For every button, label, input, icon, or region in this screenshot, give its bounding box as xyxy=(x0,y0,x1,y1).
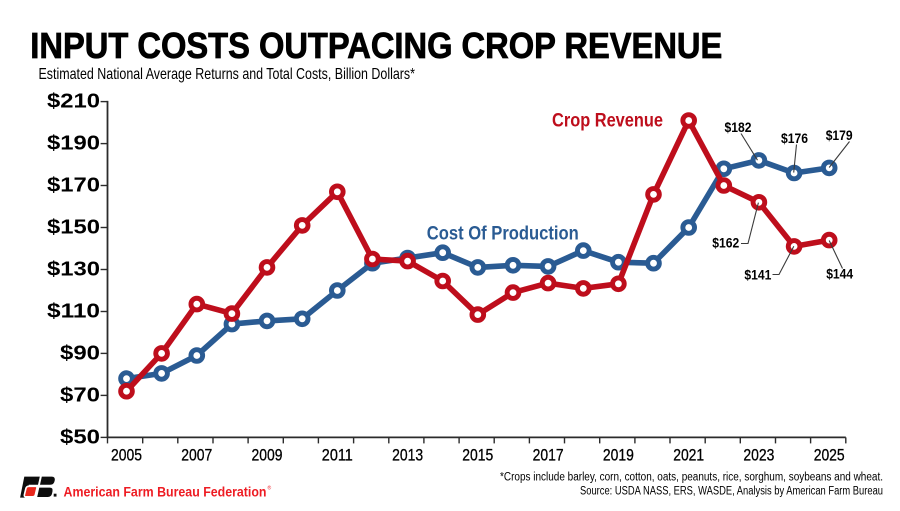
svg-text:Source: USDA NASS, ERS, WASDE,: Source: USDA NASS, ERS, WASDE, Analysis … xyxy=(580,486,883,498)
svg-text:2007: 2007 xyxy=(181,446,212,465)
svg-text:2005: 2005 xyxy=(111,446,142,465)
svg-text:$144: $144 xyxy=(826,266,853,281)
svg-text:2021: 2021 xyxy=(673,446,704,465)
svg-text:$70: $70 xyxy=(60,384,100,406)
svg-text:2017: 2017 xyxy=(533,446,564,465)
svg-text:INPUT COSTS OUTPACING CROP REV: INPUT COSTS OUTPACING CROP REVENUE xyxy=(30,25,722,66)
svg-text:$176: $176 xyxy=(781,131,808,146)
svg-text:$150: $150 xyxy=(47,216,100,238)
svg-text:Cost Of Production: Cost Of Production xyxy=(427,223,579,245)
svg-text:Estimated National Average Ret: Estimated National Average Returns and T… xyxy=(39,66,416,83)
svg-text:$162: $162 xyxy=(712,235,739,250)
svg-text:2023: 2023 xyxy=(743,446,774,465)
svg-text:2009: 2009 xyxy=(252,446,283,465)
svg-text:2015: 2015 xyxy=(462,446,493,465)
svg-text:2019: 2019 xyxy=(603,446,634,465)
svg-text:$210: $210 xyxy=(47,91,100,113)
svg-text:$170: $170 xyxy=(47,174,100,196)
svg-text:*Crops include barley, corn, c: *Crops include barley, corn, cotton, oat… xyxy=(500,472,883,484)
svg-text:2011: 2011 xyxy=(322,446,353,465)
svg-text:$130: $130 xyxy=(47,258,100,280)
svg-text:$182: $182 xyxy=(725,120,752,135)
svg-text:2025: 2025 xyxy=(814,446,845,465)
svg-text:$110: $110 xyxy=(47,300,100,322)
svg-text:$190: $190 xyxy=(47,133,100,155)
svg-text:$179: $179 xyxy=(826,128,853,143)
svg-text:®: ® xyxy=(268,485,272,492)
svg-text:Crop Revenue: Crop Revenue xyxy=(552,110,663,132)
svg-text:$141: $141 xyxy=(744,267,771,282)
svg-text:$50: $50 xyxy=(60,426,100,448)
svg-text:$90: $90 xyxy=(60,342,100,364)
svg-text:American Farm Bureau Federatio: American Farm Bureau Federation xyxy=(64,485,267,500)
svg-text:2013: 2013 xyxy=(392,446,423,465)
